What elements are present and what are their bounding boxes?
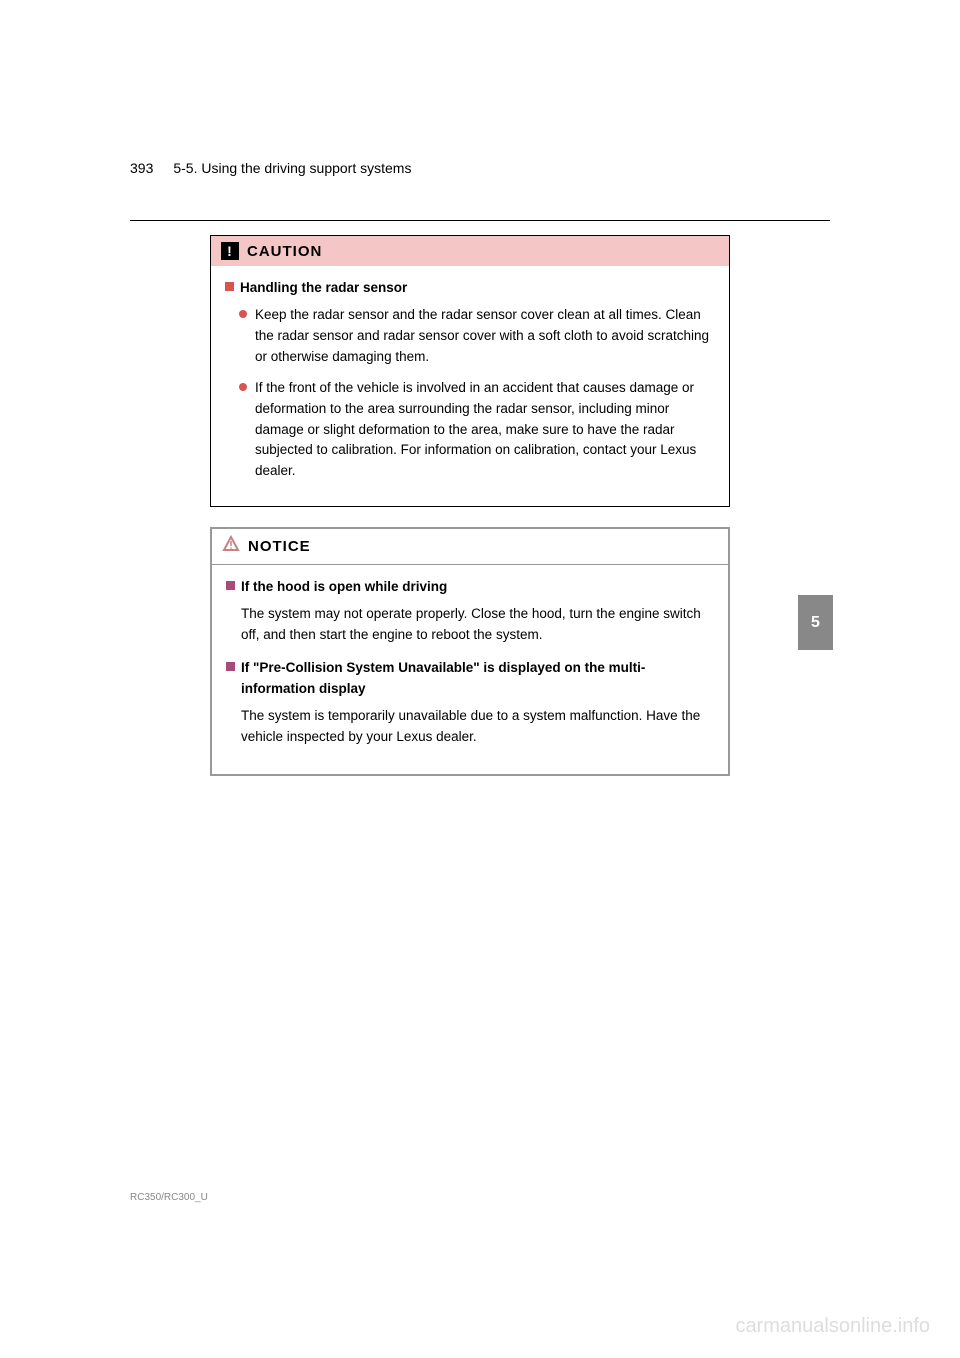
warning-icon: ! (221, 242, 239, 260)
notice-section: If "Pre-Collision System Unavailable" is… (226, 658, 714, 748)
section-label: 5-5. Using the driving support systems (173, 160, 411, 176)
notice-label: NOTICE (248, 538, 311, 555)
red-square-icon (225, 282, 234, 291)
caution-header: ! CAUTION (211, 236, 729, 266)
divider-line (130, 220, 830, 221)
notice-section: If the hood is open while driving The sy… (226, 577, 714, 646)
notice-text: The system may not operate properly. Clo… (241, 604, 714, 646)
caution-box: ! CAUTION Handling the radar sensor Keep… (210, 235, 730, 507)
notice-triangle-icon (222, 535, 240, 558)
page-header: 393 5-5. Using the driving support syste… (130, 160, 830, 176)
doc-code: RC350/RC300_U (130, 1192, 208, 1203)
notice-section-title: If the hood is open while driving (226, 577, 714, 598)
notice-section-title: If "Pre-Collision System Unavailable" is… (226, 658, 714, 700)
notice-text: The system is temporarily unavailable du… (241, 706, 714, 748)
bullet-text: Keep the radar sensor and the radar sens… (255, 305, 715, 368)
side-tab-number: 5 (811, 614, 820, 632)
red-dot-icon (239, 383, 247, 391)
red-dot-icon (239, 310, 247, 318)
bullet-text: If the front of the vehicle is involved … (255, 378, 715, 483)
notice-section-title-text: If "Pre-Collision System Unavailable" is… (241, 658, 714, 700)
content-area: ! CAUTION Handling the radar sensor Keep… (210, 235, 730, 776)
caution-section-title-text: Handling the radar sensor (240, 278, 407, 299)
notice-section-title-text: If the hood is open while driving (241, 577, 447, 598)
purple-square-icon (226, 662, 235, 671)
caution-label: CAUTION (247, 243, 322, 260)
bullet-item: Keep the radar sensor and the radar sens… (239, 305, 715, 368)
notice-body: If the hood is open while driving The sy… (212, 565, 728, 773)
purple-square-icon (226, 581, 235, 590)
notice-box: NOTICE If the hood is open while driving… (210, 527, 730, 775)
notice-header: NOTICE (212, 529, 728, 565)
bullet-item: If the front of the vehicle is involved … (239, 378, 715, 483)
side-tab: 5 (798, 595, 833, 650)
page-number-top: 393 (130, 160, 153, 176)
caution-section-title: Handling the radar sensor (225, 278, 715, 299)
caution-body: Handling the radar sensor Keep the radar… (211, 266, 729, 506)
watermark: carmanualsonline.info (735, 1315, 930, 1338)
